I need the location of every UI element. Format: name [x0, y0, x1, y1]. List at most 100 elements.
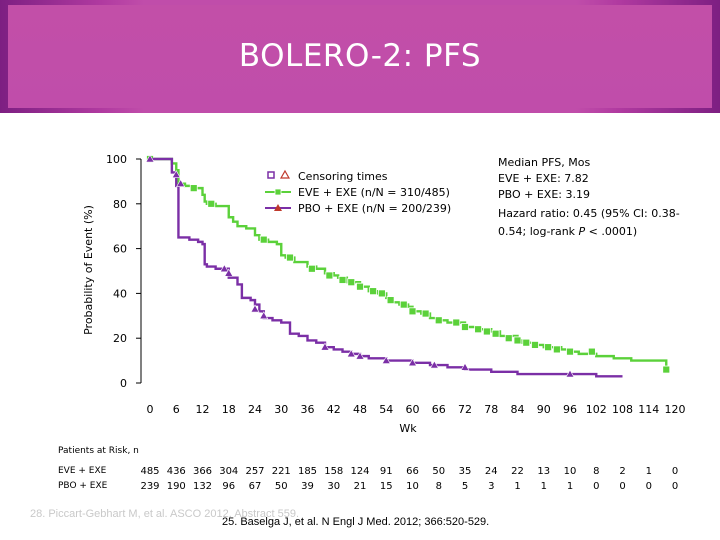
censor-mark-square	[504, 334, 513, 343]
series-layer	[145, 154, 671, 378]
risk-cell: 35	[458, 466, 472, 477]
legend-censor-square	[267, 171, 275, 179]
x-tick-label: 18	[222, 403, 236, 416]
censor-mark-square	[544, 343, 553, 352]
censor-mark-square	[347, 278, 356, 287]
legend-entry-eve: EVE + EXE (n/N = 310/485)	[298, 186, 450, 199]
censor-mark-triangle	[250, 304, 260, 313]
risk-cell: 366	[192, 466, 213, 477]
x-tick-label: 48	[353, 403, 367, 416]
y-axis-label: Probability of Event (%)	[82, 205, 95, 335]
x-tick-label: 66	[432, 403, 446, 416]
censor-mark-square	[338, 276, 347, 284]
y-tick-label: 40	[113, 287, 127, 300]
censor-mark-square	[566, 347, 574, 356]
risk-cell: 39	[301, 481, 314, 492]
censor-mark-square	[587, 347, 596, 356]
censor-mark-triangle	[320, 342, 330, 351]
censor-mark-square	[325, 271, 334, 280]
censor-mark-square	[513, 336, 522, 345]
censor-mark-triangle	[346, 349, 356, 358]
censor-mark-triangle	[145, 154, 155, 163]
censor-mark-square	[461, 323, 469, 331]
risk-cell: 304	[219, 466, 239, 477]
y-tick-label: 20	[113, 332, 127, 345]
censor-mark-square	[369, 287, 378, 296]
censor-mark-triangle	[407, 358, 418, 367]
x-tick-label: 90	[537, 403, 551, 416]
censor-mark-triangle	[355, 351, 365, 360]
legend-pbo-marker	[274, 204, 282, 211]
censor-mark-triangle	[381, 355, 391, 364]
censor-mark-triangle	[171, 170, 181, 178]
title-banner: BOLERO-2: PFS	[0, 0, 720, 113]
x-tick-label: 0	[147, 403, 154, 416]
x-tick-label: 102	[586, 403, 607, 416]
risk-cell: 30	[327, 481, 341, 492]
title-banner-inner	[8, 5, 712, 108]
censor-mark-square	[307, 264, 316, 273]
risk-cell: 257	[245, 466, 265, 477]
risk-cell: 22	[511, 466, 524, 477]
risk-cell: 2	[619, 466, 626, 477]
legend-eve-marker	[274, 188, 282, 196]
censor-mark-square	[207, 199, 216, 208]
reference: 25. Baselga J, et al. N Engl J Med. 2012…	[222, 516, 490, 528]
censor-mark-square	[491, 329, 500, 338]
x-tick-label: 12	[196, 403, 210, 416]
y-tick-label: 60	[113, 243, 127, 256]
risk-cell: 221	[271, 466, 291, 477]
y-tick-label: 0	[120, 377, 127, 390]
y-tick-label: 80	[113, 198, 127, 211]
censor-mark-square	[434, 316, 443, 325]
annotation-p-label: P	[579, 225, 586, 238]
censor-mark-square	[356, 282, 364, 291]
risk-cell: 1	[514, 481, 521, 492]
risk-cell: 239	[140, 481, 160, 492]
censor-mark-triangle	[259, 311, 269, 320]
risk-cell: 185	[297, 466, 318, 477]
censor-mark-square	[189, 184, 198, 193]
censor-mark-triangle	[224, 268, 234, 277]
risk-cell: 1	[566, 481, 574, 492]
legend-entry-censoring: Censoring times	[298, 170, 388, 183]
risk-cell: 132	[192, 481, 213, 492]
x-tick-label: 42	[327, 403, 341, 416]
risk-cell: 3	[488, 481, 495, 492]
censor-mark-square	[552, 345, 561, 354]
censor-mark-triangle	[565, 369, 575, 378]
risk-cell: 91	[379, 466, 393, 477]
risk-cell: 5	[461, 481, 469, 492]
x-ticks: 0 6 12 18 24 30 36 42 48 54 60 66 72 78 84 90 96 102 108 11…	[147, 403, 686, 416]
y-ticks: 0 20 40 60 80 100	[106, 153, 141, 390]
patients-at-risk-title: Patients at Risk, n	[58, 446, 139, 456]
risk-cell: 15	[379, 481, 393, 492]
annotation-heading: Median PFS, Mos	[498, 156, 590, 169]
annotation-hazard: Hazard ratio: 0.45 (95% CI: 0.38-	[498, 207, 680, 220]
risk-cell: 158	[324, 466, 344, 477]
censor-mark-square	[452, 318, 461, 327]
censor-mark-square	[662, 365, 671, 374]
x-tick-label: 78	[484, 403, 498, 416]
risk-cell: 436	[166, 466, 186, 477]
censor-mark-square	[482, 327, 491, 336]
x-tick-label: 120	[665, 403, 686, 416]
x-tick-label: 30	[274, 403, 288, 416]
risk-row-pbo: PBO + EXE 239 190 132 96 67 50 39 30 21 15 10 8 5 3 1 1…	[0, 481, 720, 495]
risk-row-label: PBO + EXE	[58, 481, 108, 491]
annotation-p-value: < .0001)	[585, 225, 637, 238]
x-tick-label: 60	[406, 403, 420, 416]
risk-cell: 8	[593, 466, 600, 477]
x-tick-label: 84	[511, 403, 525, 416]
x-tick-label: 96	[563, 403, 577, 416]
risk-cell: 124	[350, 466, 370, 477]
slide-title: BOLERO-2: PFS	[238, 38, 482, 74]
risk-cell: 96	[222, 481, 236, 492]
x-tick-label: 24	[248, 403, 262, 416]
censor-mark-square	[259, 235, 268, 244]
risk-cell: 50	[274, 481, 288, 492]
risk-cell: 0	[593, 481, 600, 492]
censor-mark-square	[386, 296, 395, 305]
censor-mark-triangle	[460, 362, 470, 371]
